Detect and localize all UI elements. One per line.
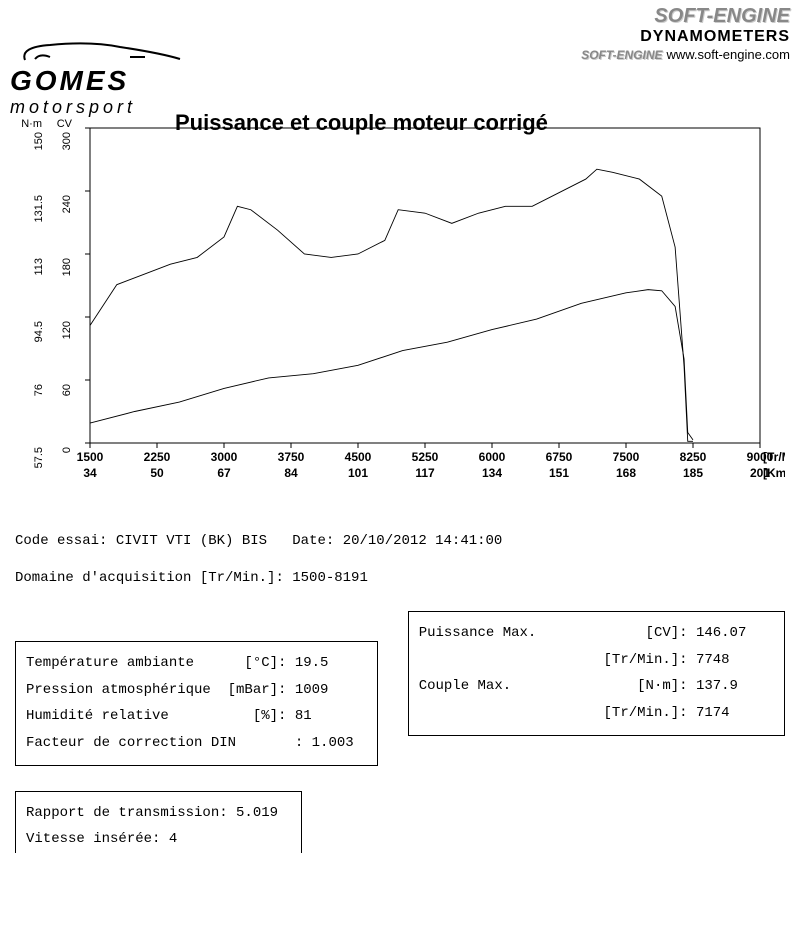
transmission-box: Rapport de transmission: 5.019Vitesse in… bbox=[15, 791, 302, 853]
svg-text:8250: 8250 bbox=[680, 450, 707, 464]
svg-text:60: 60 bbox=[61, 384, 73, 396]
max-row: [Tr/Min.]: 7174 bbox=[419, 700, 774, 727]
svg-text:6750: 6750 bbox=[546, 450, 573, 464]
trans-row: Vitesse insérée: 4 bbox=[26, 826, 291, 853]
svg-text:6000: 6000 bbox=[479, 450, 506, 464]
svg-text:101: 101 bbox=[348, 466, 368, 480]
max-row: [Tr/Min.]: 7748 bbox=[419, 647, 774, 674]
svg-text:113: 113 bbox=[33, 258, 45, 276]
brand-logo-right: SOFT-ENGINE DYNAMOMETERS SOFT-ENGINE www… bbox=[581, 5, 790, 62]
svg-text:67: 67 bbox=[217, 466, 231, 480]
svg-text:[Km/h]: [Km/h] bbox=[763, 466, 785, 480]
env-row: Température ambiante [°C]: 19.5 bbox=[26, 650, 367, 677]
date-label: Date: bbox=[292, 533, 334, 549]
trans-row: Rapport de transmission: 5.019 bbox=[26, 800, 291, 827]
brand-logo-left: GOMES motorsport bbox=[10, 5, 190, 118]
svg-text:50: 50 bbox=[150, 466, 164, 480]
svg-text:134: 134 bbox=[482, 466, 502, 480]
brand-sub: motorsport bbox=[10, 97, 190, 118]
svg-text:168: 168 bbox=[616, 466, 636, 480]
svg-text:CV: CV bbox=[57, 118, 73, 130]
environment-box: Température ambiante [°C]: 19.5Pression … bbox=[15, 641, 378, 765]
soft-engine-url: www.soft-engine.com bbox=[666, 47, 790, 62]
date-value: 20/10/2012 14:41:00 bbox=[343, 533, 503, 549]
test-info: Code essai: CIVIT VTI (BK) BIS Date: 20/… bbox=[15, 528, 800, 591]
svg-text:300: 300 bbox=[61, 132, 73, 150]
svg-text:3750: 3750 bbox=[278, 450, 305, 464]
soft-engine-sub: DYNAMOMETERS bbox=[581, 28, 790, 46]
data-tables: Température ambiante [°C]: 19.5Pression … bbox=[15, 611, 785, 765]
svg-text:151: 151 bbox=[549, 466, 569, 480]
svg-text:7500: 7500 bbox=[613, 450, 640, 464]
soft-engine-brand: SOFT-ENGINE bbox=[581, 5, 790, 28]
code-essai-value: CIVIT VTI (BK) BIS bbox=[116, 533, 267, 549]
env-row: Pression atmosphérique [mBar]: 1009 bbox=[26, 677, 367, 704]
svg-text:76: 76 bbox=[33, 384, 45, 396]
svg-text:84: 84 bbox=[284, 466, 298, 480]
svg-text:34: 34 bbox=[83, 466, 97, 480]
svg-text:3000: 3000 bbox=[211, 450, 238, 464]
domain-label: Domaine d'acquisition [Tr/Min.]: bbox=[15, 570, 284, 586]
max-row: Puissance Max. [CV]: 146.07 bbox=[419, 620, 774, 647]
svg-text:0: 0 bbox=[61, 447, 73, 453]
svg-text:120: 120 bbox=[61, 321, 73, 339]
svg-text:180: 180 bbox=[61, 258, 73, 276]
svg-text:5250: 5250 bbox=[412, 450, 439, 464]
svg-text:185: 185 bbox=[683, 466, 703, 480]
svg-text:2250: 2250 bbox=[144, 450, 171, 464]
svg-text:94.5: 94.5 bbox=[33, 321, 45, 342]
max-row: Couple Max. [N·m]: 137.9 bbox=[419, 673, 774, 700]
env-row: Facteur de correction DIN : 1.003 bbox=[26, 730, 367, 757]
svg-text:N·m: N·m bbox=[21, 118, 42, 130]
max-values-box: Puissance Max. [CV]: 146.07 [Tr/Min.]: 7… bbox=[408, 611, 785, 735]
car-silhouette-icon bbox=[10, 35, 190, 65]
domain-value: 1500-8191 bbox=[292, 570, 368, 586]
svg-text:[Tr/Min.]: [Tr/Min.] bbox=[763, 450, 785, 464]
soft-engine-sub2: SOFT-ENGINE bbox=[581, 48, 662, 62]
svg-text:117: 117 bbox=[415, 466, 435, 480]
dyno-chart: 1500342250503000673750844500101525011760… bbox=[15, 118, 785, 508]
svg-text:57.5: 57.5 bbox=[33, 447, 45, 468]
svg-text:1500: 1500 bbox=[77, 450, 104, 464]
svg-text:240: 240 bbox=[61, 195, 73, 213]
brand-name: GOMES bbox=[10, 65, 190, 97]
svg-text:131.5: 131.5 bbox=[33, 195, 45, 223]
svg-text:4500: 4500 bbox=[345, 450, 372, 464]
code-essai-label: Code essai: bbox=[15, 533, 107, 549]
svg-text:150: 150 bbox=[33, 132, 45, 150]
env-row: Humidité relative [%]: 81 bbox=[26, 703, 367, 730]
header: GOMES motorsport SOFT-ENGINE DYNAMOMETER… bbox=[0, 0, 800, 118]
